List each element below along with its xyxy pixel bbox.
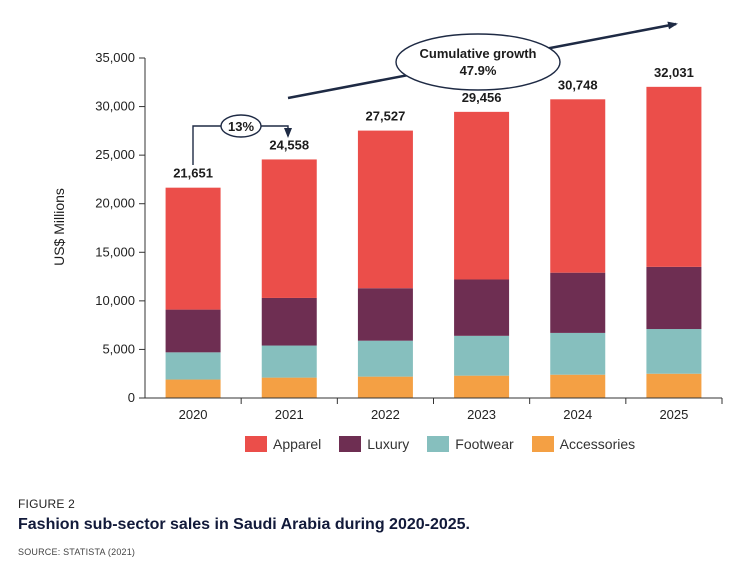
bar-stack-2023 xyxy=(454,111,510,398)
legend-item-apparel: Apparel xyxy=(245,436,321,452)
bar-segment-footwear xyxy=(165,352,221,380)
bar-stack-2025 xyxy=(646,86,702,398)
x-tick-label: 2021 xyxy=(275,407,304,422)
y-tick-label: 15,000 xyxy=(95,244,135,259)
total-data-label: 21,651 xyxy=(173,166,213,181)
bar-segment-apparel xyxy=(454,111,510,280)
bar-segment-luxury xyxy=(454,279,510,336)
bar-segment-apparel xyxy=(165,187,221,310)
x-axis: 2020 2021 2022 2023 2024 2025 xyxy=(145,397,723,422)
cumulative-growth-title: Cumulative growth xyxy=(419,46,536,61)
bar-segment-apparel xyxy=(646,86,702,267)
x-tick-label: 2023 xyxy=(467,407,496,422)
bar-segment-apparel xyxy=(261,159,317,298)
figure-label: FIGURE 2 xyxy=(18,497,75,511)
y-tick-label: 20,000 xyxy=(95,196,135,211)
bar-segment-apparel xyxy=(357,130,413,289)
y-axis: 0 5,000 10,000 15,000 20,000 25,000 30,000 35,0… xyxy=(95,50,146,405)
y-axis-label: US$ Millions xyxy=(51,188,67,266)
figure-title: Fashion sub-sector sales in Saudi Arabia… xyxy=(18,516,470,533)
total-data-label: 30,748 xyxy=(558,77,598,92)
chart-legend: Apparel Luxury Footwear Accessories xyxy=(245,436,635,452)
bar-segment-apparel xyxy=(550,99,606,273)
total-data-label: 32,031 xyxy=(654,65,694,80)
bar-segment-accessories xyxy=(646,373,702,398)
total-labels-group: 21,651 24,558 27,527 29,456 30,748 32,031 xyxy=(173,65,694,181)
legend-swatch xyxy=(245,436,267,452)
total-data-label: 27,527 xyxy=(366,109,406,124)
x-tick-label: 2024 xyxy=(563,407,592,422)
bar-segment-accessories xyxy=(165,379,221,398)
legend-swatch xyxy=(339,436,362,452)
y-tick-label: 5,000 xyxy=(102,341,135,356)
bar-segment-accessories xyxy=(454,375,510,398)
bar-segment-luxury xyxy=(165,309,221,353)
bar-stack-2024 xyxy=(550,99,606,398)
growth-annotation-2021: 13% xyxy=(192,114,292,165)
legend-label: Luxury xyxy=(367,436,410,452)
bar-segment-footwear xyxy=(454,335,510,376)
stacked-bar-chart: US$ Millions 0 5,000 10,000 15,000 20,000 25,… xyxy=(51,21,723,422)
legend-item-luxury: Luxury xyxy=(339,436,409,452)
bar-stack-2022 xyxy=(357,130,413,398)
x-tick-label: 2025 xyxy=(659,407,688,422)
figure-source: SOURCE: STATISTA (2021) xyxy=(18,547,136,557)
bar-segment-accessories xyxy=(550,374,606,398)
cumulative-growth-bubble xyxy=(395,33,561,91)
growth-value-2021: 13% xyxy=(228,119,254,134)
y-tick-label: 10,000 xyxy=(95,293,135,308)
total-data-label: 24,558 xyxy=(269,137,309,152)
bar-stack-2021 xyxy=(261,159,317,398)
legend-item-accessories: Accessories xyxy=(531,436,636,452)
x-tick-label: 2022 xyxy=(371,407,400,422)
x-tick-label: 2020 xyxy=(179,407,208,422)
bar-segment-accessories xyxy=(261,377,317,398)
growth-bubble xyxy=(220,114,262,138)
bar-segment-footwear xyxy=(646,329,702,374)
bar-segment-footwear xyxy=(550,332,606,375)
total-data-label: 29,456 xyxy=(462,90,502,105)
bar-segment-luxury xyxy=(646,266,702,330)
y-tick-label: 0 xyxy=(128,390,135,405)
bar-segment-luxury xyxy=(550,272,606,333)
cumulative-growth-annotation: Cumulative growth 47.9% xyxy=(287,21,678,100)
bar-segment-accessories xyxy=(357,376,413,398)
y-tick-label: 30,000 xyxy=(95,99,135,114)
y-tick-label: 25,000 xyxy=(95,147,135,162)
legend-item-footwear: Footwear xyxy=(427,436,514,452)
bars-group xyxy=(165,86,702,398)
legend-label: Footwear xyxy=(455,436,514,452)
bar-segment-footwear xyxy=(357,340,413,377)
legend-swatch xyxy=(427,436,450,452)
cumulative-growth-value: 47.9% xyxy=(460,63,497,78)
bar-segment-luxury xyxy=(357,288,413,341)
y-tick-label: 35,000 xyxy=(95,50,135,65)
legend-label: Apparel xyxy=(273,436,322,452)
bar-segment-footwear xyxy=(261,345,317,378)
legend-swatch xyxy=(531,436,554,452)
bar-stack-2020 xyxy=(165,187,221,398)
bar-segment-luxury xyxy=(261,297,317,346)
legend-label: Accessories xyxy=(559,436,636,452)
